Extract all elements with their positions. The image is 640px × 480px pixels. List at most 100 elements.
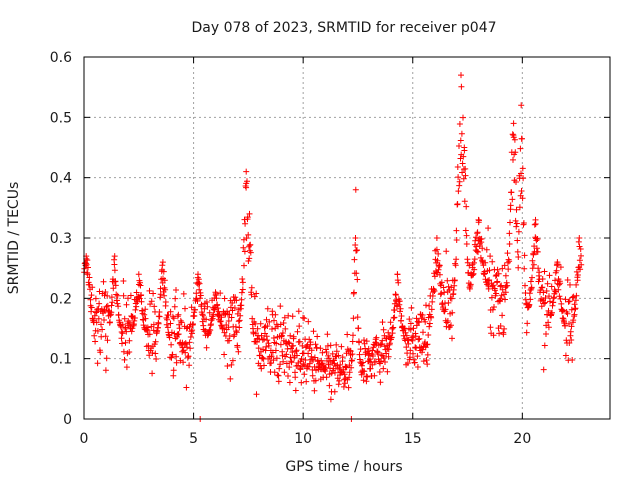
data-point [504,282,511,289]
data-point [311,354,318,361]
data-point [89,284,96,291]
data-point [298,356,305,362]
data-point [488,294,495,301]
data-point [217,318,224,325]
data-point [118,335,125,342]
data-point [553,267,560,274]
data-point [199,311,206,318]
data-point [195,271,201,278]
data-point [150,290,157,297]
data-point [438,290,445,297]
data-point [578,252,584,259]
data-point [241,262,247,269]
data-point [364,373,371,380]
data-point [219,325,226,332]
data-point [323,374,330,381]
data-point [358,371,365,378]
data-point [576,257,583,264]
data-point [416,335,423,342]
chart-title: Day 078 of 2023, SRMTID for receiver p04… [191,20,496,36]
data-point [426,320,433,327]
data-point [103,355,110,362]
data-point [337,361,344,368]
data-point [313,344,320,351]
data-point [564,277,571,283]
data-point [232,294,239,301]
data-point [385,353,392,360]
data-point [426,302,433,309]
axis-ticks: 0 0.1 0.2 0.3 0.4 0.5 0.6 0 5 10 15 20 [50,50,610,447]
data-point [91,312,98,319]
data-point [388,334,395,341]
data-point [131,317,138,324]
data-point [384,368,391,375]
data-point [365,345,372,352]
data-point [513,206,520,213]
data-point [175,331,182,338]
data-point [530,261,537,268]
data-point [479,245,486,252]
data-point [281,314,288,321]
data-point [121,315,128,322]
data-point [456,178,463,185]
data-point [120,292,127,299]
data-point [544,280,551,287]
data-point [149,370,156,377]
data-point [396,298,403,305]
data-point [357,346,364,353]
data-point [168,354,175,361]
data-point [497,323,504,329]
data-point [570,293,577,300]
data-point [413,345,420,351]
data-point [351,289,357,296]
data-point [283,351,290,358]
data-point [493,290,500,297]
data-point [344,331,351,338]
data-point [521,252,528,259]
data-point [506,258,513,265]
data-point [190,321,196,327]
data-point [567,281,573,288]
data-point [120,278,127,284]
data-point [146,287,153,294]
data-point [506,241,513,247]
data-point [107,319,113,326]
data-point [424,361,431,368]
data-point [161,277,168,284]
data-point [569,357,576,363]
y-tick-label: 0 [63,412,72,428]
data-point [534,236,541,242]
data-point [146,352,153,359]
data-point [265,342,272,349]
data-point [453,237,460,243]
data-point [513,220,520,227]
data-point [261,336,268,343]
data-point [271,369,278,376]
data-point [96,300,103,307]
data-point [510,156,516,163]
data-point [458,130,465,137]
data-point [532,216,539,223]
data-point [227,375,234,382]
data-point [572,305,579,312]
data-point [443,248,450,255]
data-point [252,320,259,327]
data-point [389,330,396,337]
data-point [529,265,536,272]
data-point [275,372,282,379]
data-point [138,298,145,305]
data-point [415,336,422,343]
data-point [162,299,169,305]
data-point [360,377,367,384]
data-point [119,330,126,337]
data-point [162,286,169,293]
data-point [306,336,313,343]
data-point [87,296,94,303]
data-point [531,221,538,228]
data-point [380,326,387,333]
data-point [461,198,468,205]
data-point [383,350,390,357]
data-point [520,175,527,182]
data-point [246,255,253,262]
data-point [286,340,293,347]
